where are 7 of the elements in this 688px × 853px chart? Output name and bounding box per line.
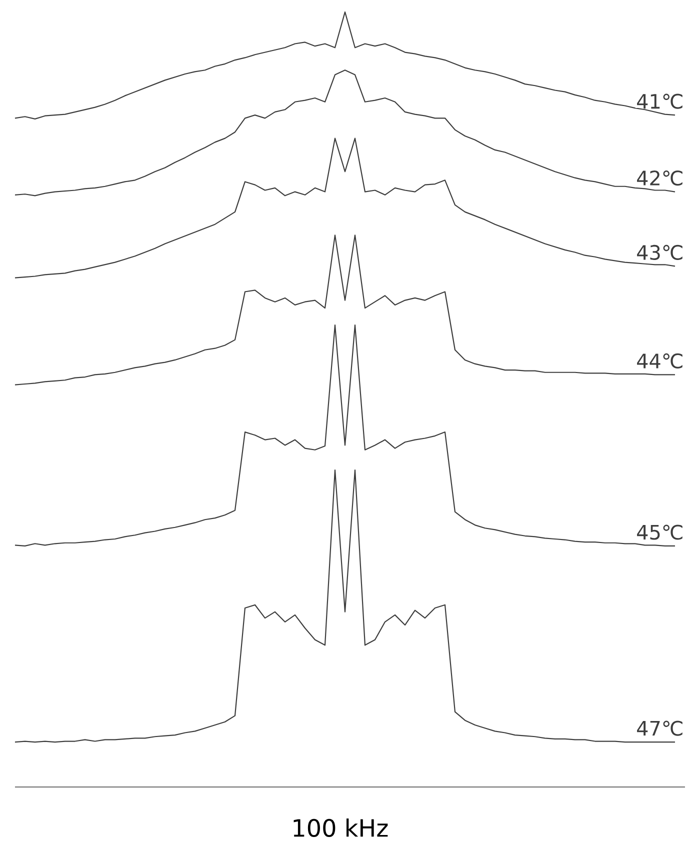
series-label: 44℃ <box>637 353 682 368</box>
series-label: 42℃ <box>637 170 682 186</box>
series-label: 47℃ <box>637 720 682 736</box>
series-label: 45℃ <box>637 524 682 540</box>
series-label: 41℃ <box>637 94 682 109</box>
series-label: 43℃ <box>637 244 682 260</box>
x-axis-title: 100 kHz <box>294 818 388 838</box>
